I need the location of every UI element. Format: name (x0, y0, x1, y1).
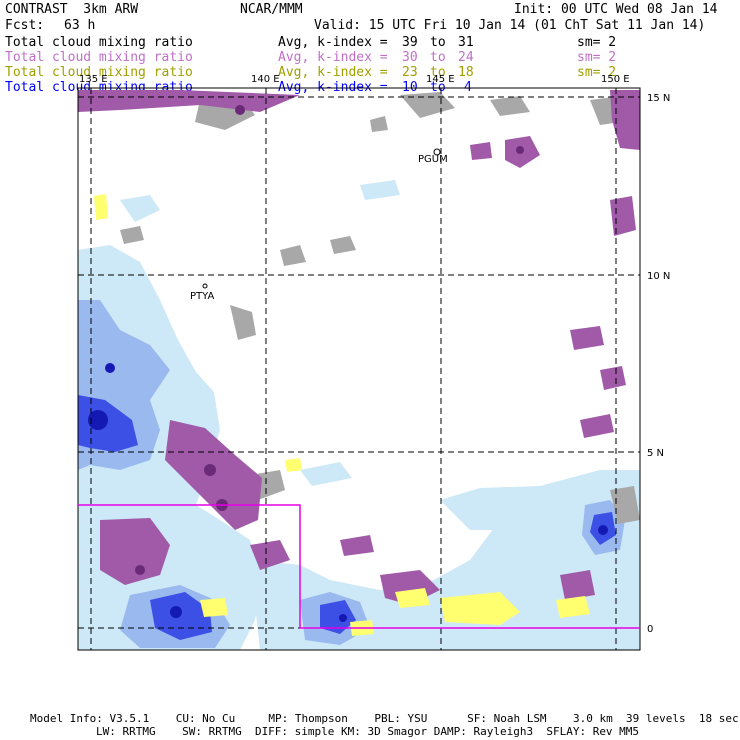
station-marker-pgum (433, 148, 441, 156)
cloud-purple-east-4 (580, 414, 614, 438)
lat-label-15n: 15 N (647, 93, 670, 104)
cloud-yellow-south-1 (440, 592, 520, 625)
field-row-1-kto: 31 (458, 35, 474, 50)
field-row-3-to: to (430, 65, 446, 80)
cloud-gray-north-3 (490, 96, 530, 116)
cloud-yellow-south-2 (395, 588, 430, 608)
cloud-gray-7 (610, 486, 640, 524)
cloud-gray-4 (120, 226, 144, 244)
cloud-gray-1 (280, 245, 306, 266)
cloud-purple-south-2 (250, 540, 290, 570)
cloud-blue-core-south (150, 592, 212, 640)
cloud-gray-north-2 (400, 92, 455, 118)
field-row-2-kto: 24 (458, 50, 474, 65)
field-row-1-name: Total cloud mixing ratio (5, 35, 193, 50)
cloud-dark-blue-cell-4 (598, 525, 608, 535)
cloud-blue-core-west (78, 395, 138, 452)
graticule (78, 88, 640, 650)
station-label-ptya: PTYA (190, 291, 214, 302)
forecast-hour: 63 h (64, 18, 96, 33)
cloud-blue-core-south-2 (320, 600, 356, 634)
field-row-3-sm: sm= 2 (577, 65, 617, 80)
model-info-line-1: Model Info: V3.5.1 CU: No Cu MP: Thompso… (30, 712, 739, 725)
cloud-dark-purple-cell-1 (204, 464, 216, 476)
cloud-yellow-south-3 (556, 596, 590, 618)
cloud-light-blue-patch-3 (300, 462, 352, 486)
model-info-line-2: LW: RRTMG SW: RRTMG DIFF: simple KM: 3D … (96, 725, 640, 738)
cloud-light-blue-patch-1 (120, 195, 160, 222)
map-frame (77, 87, 641, 651)
cloud-dark-blue-cell-3 (170, 606, 182, 618)
cloud-yellow-west (94, 194, 108, 220)
init-time: Init: 00 UTC Wed 08 Jan 14 (514, 2, 718, 17)
field-row-2-kfrom: 30 (402, 50, 418, 65)
cloud-dark-blue-cell-2 (105, 363, 115, 373)
field-row-1-kfrom: 39 (402, 35, 418, 50)
field-row-2-sm: sm= 2 (577, 50, 617, 65)
cloud-purple-sw (100, 518, 170, 585)
lon-label-145: 145 E (426, 74, 455, 85)
lat-label-5n: 5 N (647, 448, 664, 459)
cloud-purple-mid-2 (560, 570, 595, 600)
field-row-1-sm: sm= 2 (577, 35, 617, 50)
cloud-purple-central (165, 420, 262, 530)
cloud-purple-mid-1 (340, 535, 374, 556)
cloud-purple-pguam-n (470, 142, 492, 160)
field-row-3-name: Total cloud mixing ratio (5, 65, 193, 80)
cloud-gray-8 (370, 116, 388, 132)
cloud-purple-east-3 (610, 196, 636, 236)
cloud-yellow-south-4 (200, 598, 228, 617)
cloud-dark-purple-cell-5 (516, 146, 524, 154)
cloud-dark-purple-cell-4 (135, 565, 145, 575)
field-row-1-to: to (430, 35, 446, 50)
forecast-label: Fcst: (5, 18, 45, 33)
field-row-2-name: Total cloud mixing ratio (5, 50, 193, 65)
cloud-dark-blue-cell-5 (339, 614, 347, 622)
cloud-purple-north (78, 90, 300, 112)
cloud-dark-purple-cell-3 (235, 105, 245, 115)
lat-label-0: 0 (647, 624, 653, 635)
field-row-2-stat: Avg, k-index = (278, 50, 388, 65)
field-row-3-kfrom: 23 (402, 65, 418, 80)
lat-label-10n: 10 N (647, 271, 670, 282)
cloud-gray-3 (230, 305, 256, 340)
station-marker-ptya (202, 283, 208, 289)
cloud-gray-2 (330, 236, 356, 254)
valid-time: Valid: 15 UTC Fri 10 Jan 14 (01 ChT Sat … (314, 18, 706, 33)
cloud-dark-blue-cell-1 (88, 410, 108, 430)
cloud-purple-east-1 (600, 366, 626, 390)
lon-label-140: 140 E (251, 74, 280, 85)
cloud-yellow-mid (285, 458, 302, 472)
nest-boundary (78, 504, 640, 629)
model-title: CONTRAST 3km ARW (5, 2, 139, 17)
cloud-purple-ne (610, 90, 640, 150)
cloud-light-blue-patch-2 (360, 180, 400, 200)
station-label-pgum: PGUM (418, 154, 448, 165)
organization: NCAR/MMM (240, 2, 303, 17)
field-row-3-stat: Avg, k-index = (278, 65, 388, 80)
map-fields (78, 90, 640, 650)
field-row-1-stat: Avg, k-index = (278, 35, 388, 50)
cloud-purple-east-2 (570, 326, 604, 350)
lon-label-135: 135 E (79, 74, 108, 85)
field-row-2-to: to (430, 50, 446, 65)
lon-label-150: 150 E (601, 74, 630, 85)
field-row-3-kto: 18 (458, 65, 474, 80)
